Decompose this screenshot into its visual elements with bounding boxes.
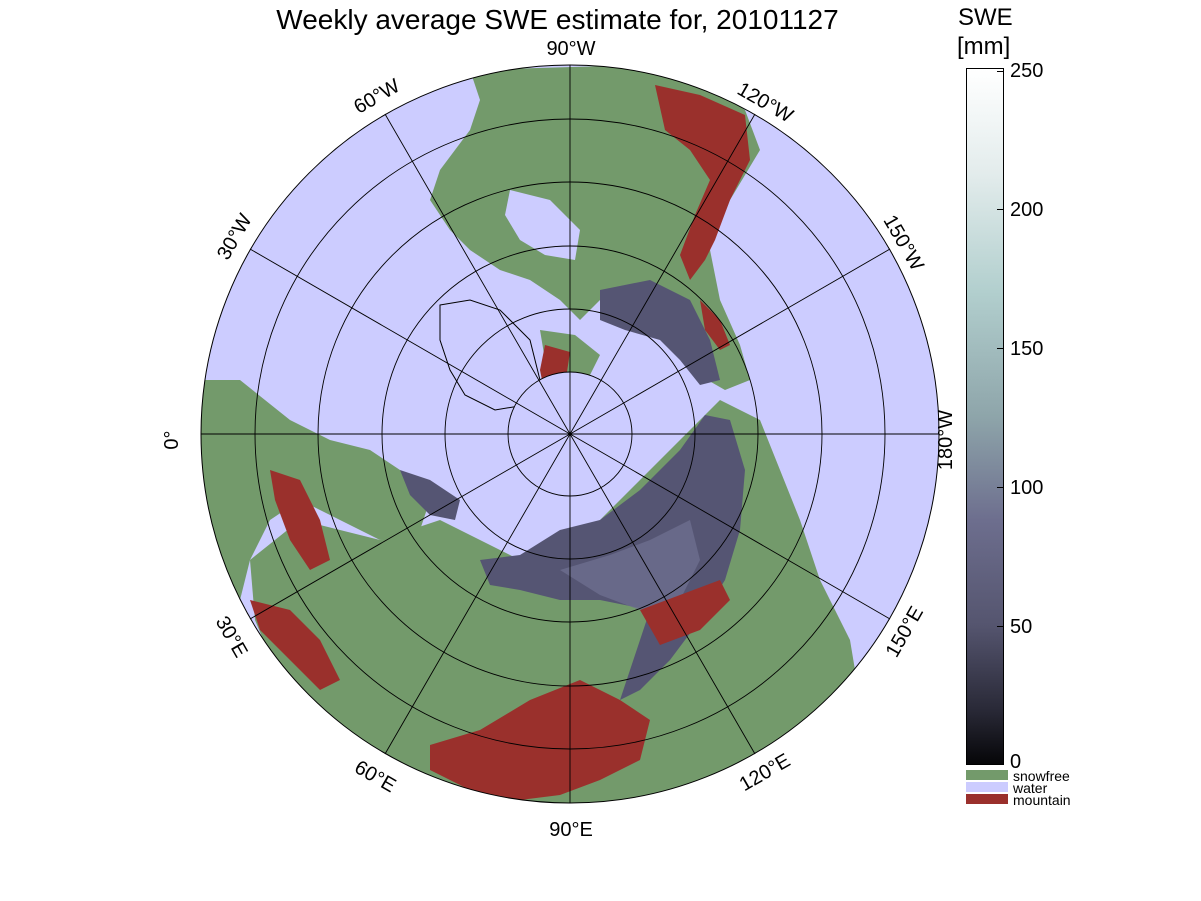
colorbar-tick-label: 50 bbox=[1010, 616, 1033, 638]
colorbar-tick-mark bbox=[997, 487, 1004, 488]
lon-label-60e: 60°E bbox=[351, 756, 400, 797]
arctic-canada-snow bbox=[600, 280, 720, 385]
colorbar-tick-label: 200 bbox=[1010, 199, 1044, 221]
colorbar-title: SWE bbox=[958, 4, 1013, 31]
europe-land bbox=[201, 380, 430, 640]
colorbar-tick-label: 100 bbox=[1010, 477, 1044, 499]
east-siberia-mountain bbox=[640, 580, 730, 645]
central-asia-mountain bbox=[430, 680, 650, 800]
colorbar-tick-label: 250 bbox=[1010, 60, 1044, 82]
colorbar-tick-label: 150 bbox=[1010, 338, 1044, 360]
map-title: Weekly average SWE estimate for, 2010112… bbox=[276, 4, 839, 35]
ural-mountain bbox=[270, 470, 330, 570]
lon-label-90e: 90°E bbox=[549, 819, 593, 841]
lon-label-0: 0° bbox=[161, 430, 183, 449]
meridian bbox=[384, 113, 756, 755]
legend-label-snowfree: snowfree bbox=[1013, 768, 1070, 784]
legend-swatch-snowfree bbox=[966, 770, 1008, 780]
lon-label-180w: 180°W bbox=[935, 410, 957, 470]
colorbar-tick-mark bbox=[997, 209, 1004, 210]
swe-colorbar bbox=[966, 68, 1004, 765]
lon-label-90w: 90°W bbox=[546, 38, 595, 60]
scandinavia-snow bbox=[400, 470, 460, 520]
legend-label-water: water bbox=[1013, 780, 1048, 796]
siberia-snow-core bbox=[560, 520, 700, 610]
legend-swatch-water bbox=[966, 782, 1008, 792]
hudson-bay bbox=[505, 190, 580, 260]
lon-label-30e: 30°E bbox=[211, 613, 252, 662]
coast-mountain bbox=[700, 300, 730, 350]
graticule bbox=[200, 64, 940, 804]
legend-swatch-mountain bbox=[966, 794, 1008, 804]
colorbar-unit: [mm] bbox=[957, 33, 1011, 60]
rockies-mountain bbox=[655, 85, 750, 280]
colorbar-tick-mark bbox=[997, 71, 1004, 72]
legend-label-mountain: mountain bbox=[1013, 792, 1071, 808]
colorbar-tick-label: 0 bbox=[1010, 751, 1022, 773]
colorbar-tick-mark bbox=[997, 348, 1004, 349]
alps-mountain bbox=[250, 600, 340, 690]
colorbar-tick-mark bbox=[997, 626, 1004, 627]
